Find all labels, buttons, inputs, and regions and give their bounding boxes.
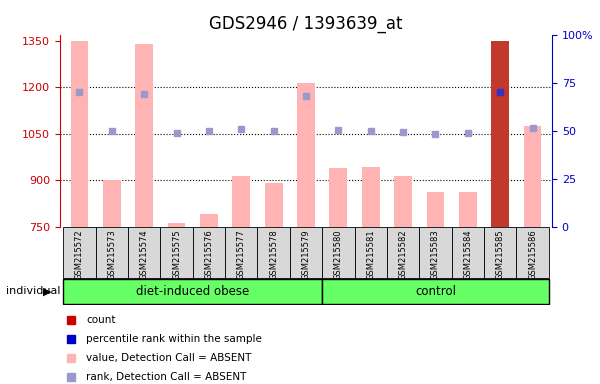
Bar [103, 180, 121, 227]
FancyBboxPatch shape [225, 227, 257, 278]
Text: control: control [415, 285, 456, 298]
Text: GSM215582: GSM215582 [398, 229, 407, 280]
FancyBboxPatch shape [63, 279, 322, 304]
FancyBboxPatch shape [355, 227, 387, 278]
Bar [524, 126, 541, 227]
Bar [394, 176, 412, 227]
Text: GSM215578: GSM215578 [269, 229, 278, 280]
Bar [459, 192, 477, 227]
Bar [71, 41, 88, 227]
Bar [135, 44, 153, 227]
FancyBboxPatch shape [290, 227, 322, 278]
FancyBboxPatch shape [63, 227, 95, 278]
FancyBboxPatch shape [517, 227, 549, 278]
Text: GSM215581: GSM215581 [366, 229, 375, 280]
Text: individual: individual [6, 286, 61, 296]
FancyBboxPatch shape [484, 227, 517, 278]
Text: GSM215584: GSM215584 [463, 229, 472, 280]
Text: GSM215579: GSM215579 [302, 229, 311, 280]
Bar [362, 167, 380, 227]
FancyBboxPatch shape [322, 279, 549, 304]
FancyBboxPatch shape [193, 227, 225, 278]
Text: GSM215586: GSM215586 [528, 229, 537, 280]
Bar [167, 223, 185, 227]
Text: diet-induced obese: diet-induced obese [136, 285, 250, 298]
Text: GSM215585: GSM215585 [496, 229, 505, 280]
Text: GSM215572: GSM215572 [75, 229, 84, 280]
Text: GSM215574: GSM215574 [140, 229, 149, 280]
Bar [427, 192, 445, 227]
FancyBboxPatch shape [95, 227, 128, 278]
FancyBboxPatch shape [160, 227, 193, 278]
Text: percentile rank within the sample: percentile rank within the sample [86, 334, 262, 344]
Text: GSM215583: GSM215583 [431, 229, 440, 280]
Text: count: count [86, 315, 116, 325]
Text: value, Detection Call = ABSENT: value, Detection Call = ABSENT [86, 353, 252, 363]
Bar [232, 176, 250, 227]
FancyBboxPatch shape [257, 227, 290, 278]
Text: GSM215573: GSM215573 [107, 229, 116, 280]
Bar [491, 41, 509, 227]
FancyBboxPatch shape [322, 227, 355, 278]
Text: ▶: ▶ [43, 286, 51, 296]
Text: GSM215577: GSM215577 [237, 229, 246, 280]
Bar [200, 214, 218, 227]
FancyBboxPatch shape [419, 227, 452, 278]
Bar [297, 83, 315, 227]
FancyBboxPatch shape [452, 227, 484, 278]
FancyBboxPatch shape [128, 227, 160, 278]
FancyBboxPatch shape [387, 227, 419, 278]
Text: GSM215576: GSM215576 [205, 229, 214, 280]
Bar [265, 182, 283, 227]
Bar [329, 168, 347, 227]
Title: GDS2946 / 1393639_at: GDS2946 / 1393639_at [209, 15, 403, 33]
Text: rank, Detection Call = ABSENT: rank, Detection Call = ABSENT [86, 372, 247, 382]
Text: GSM215580: GSM215580 [334, 229, 343, 280]
Text: GSM215575: GSM215575 [172, 229, 181, 280]
